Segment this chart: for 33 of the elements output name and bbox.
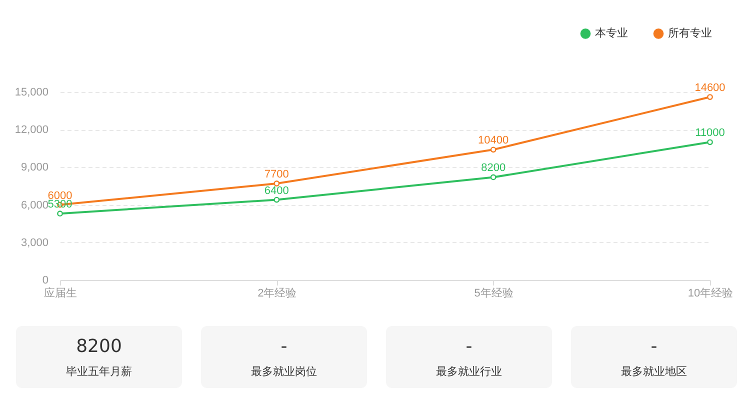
data-label: 11000 (695, 127, 725, 140)
legend-label: 所有专业 (668, 26, 712, 40)
point (490, 146, 496, 153)
y-tick-label: 15,000 (14, 86, 48, 98)
data-label: 8200 (481, 162, 506, 174)
text: - (280, 336, 288, 358)
x-tick-label: 2年经验 (258, 288, 297, 300)
text: 最多就业地区 (620, 364, 688, 379)
data-label: 14600 (694, 82, 726, 94)
y-tick-label: 12,000 (14, 124, 48, 136)
text: - (650, 336, 658, 358)
y-tick-label: 6,000 (20, 199, 48, 212)
text: 最多就业岗位 (250, 364, 318, 379)
y-tick-label: 0 (42, 274, 48, 286)
text: 最多就业行业 (435, 364, 503, 379)
point (490, 174, 496, 180)
point (707, 139, 713, 146)
y-tick-label: 9,000 (20, 162, 48, 174)
text: 毕业五年月薪 (65, 364, 133, 379)
data-label: 10400 (478, 134, 509, 147)
x-tick-label: 应届生 (44, 286, 77, 300)
text: 8200 (75, 336, 123, 358)
point (274, 196, 280, 203)
point (274, 180, 280, 186)
data-label: 7700 (264, 168, 289, 180)
text: - (464, 336, 474, 358)
point (707, 94, 713, 100)
data-label: 6400 (264, 184, 289, 197)
x-tick-label: 10年经验 (688, 288, 734, 300)
legend-label: 本专业 (595, 26, 628, 40)
y-tick-label: 3,000 (20, 236, 48, 249)
point (57, 210, 63, 217)
x-tick-label: 5年经验 (474, 288, 514, 300)
